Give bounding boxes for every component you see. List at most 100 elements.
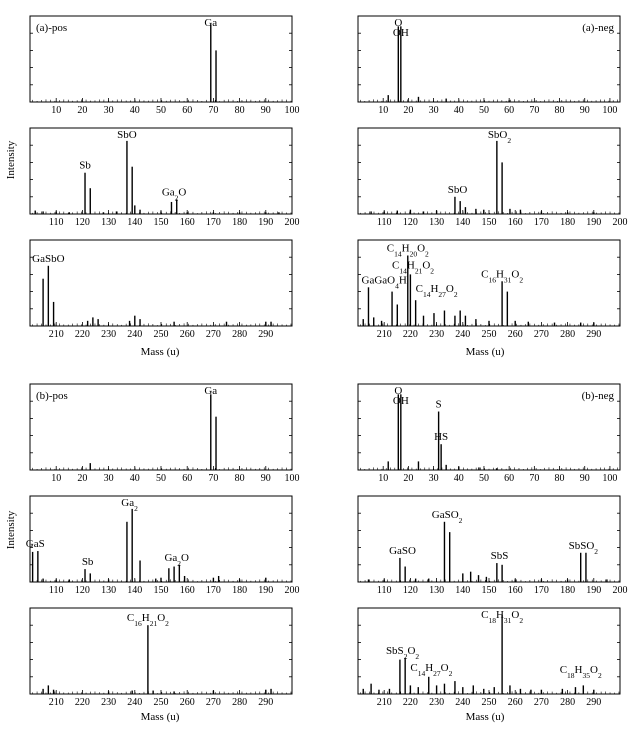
peak-label: Ga xyxy=(204,385,217,397)
x-tick-label: 230 xyxy=(429,329,444,340)
x-tick-label: 250 xyxy=(154,697,169,708)
x-tick-label: 70 xyxy=(208,473,218,484)
x-tick-label: 200 xyxy=(613,217,628,228)
x-tick-label: 180 xyxy=(232,217,247,228)
spectrum-panel-b-pos-2: 110 120 130 140 150 160 170 180 190 200 GaS Sb Ga2 Ga… xyxy=(26,495,300,596)
x-tick-label: 120 xyxy=(403,217,418,228)
x-tick-label: 30 xyxy=(429,473,439,484)
x-tick-label: 60 xyxy=(504,105,514,116)
x-tick-label: 290 xyxy=(258,697,273,708)
x-tick-label: 160 xyxy=(508,585,523,596)
spectrum-panel-b-pos-3: 210 220 230 240 250 260 270 280 290 C16H21O2 xyxy=(29,607,293,708)
x-tick-label: 120 xyxy=(403,585,418,596)
peak-label: C14H20O2 xyxy=(387,242,429,257)
x-tick-label: 210 xyxy=(377,697,392,708)
peak-label: GaSbO xyxy=(32,253,64,265)
x-tick-label: 160 xyxy=(180,217,195,228)
peak-label: Sb xyxy=(79,160,91,172)
x-tick-label: 290 xyxy=(586,329,601,340)
x-tick-label: 40 xyxy=(130,473,140,484)
x-tick-label: 90 xyxy=(261,105,271,116)
x-tick-label: 110 xyxy=(49,217,64,228)
x-tick-label: 110 xyxy=(49,585,64,596)
x-tick-label: 10 xyxy=(378,473,388,484)
peak-label: SbS2O2 xyxy=(386,645,419,661)
spectrum-panel-b-neg-1: 10 20 30 40 50 60 70 80 90 100 (b)-neg OOH S HS xyxy=(357,383,621,484)
x-tick-label: 40 xyxy=(130,105,140,116)
x-tick-label: 80 xyxy=(555,473,565,484)
peak-label: O xyxy=(394,385,402,397)
x-tick-label: 70 xyxy=(529,473,539,484)
panel-label: (a)-pos xyxy=(36,22,67,34)
spectrum-panel-a-pos-3: 210 220 230 240 250 260 270 280 290 GaSbO xyxy=(29,239,293,340)
peak-label: Sb xyxy=(82,556,94,568)
x-tick-label: 60 xyxy=(182,105,192,116)
x-tick-label: 170 xyxy=(534,585,549,596)
x-tick-label: 220 xyxy=(75,697,90,708)
x-tick-label: 30 xyxy=(104,105,114,116)
peak-label: C14H21O2 xyxy=(392,260,434,276)
x-tick-label: 40 xyxy=(454,473,464,484)
panel-frame xyxy=(29,495,293,583)
x-tick-label: 10 xyxy=(378,105,388,116)
x-tick-label: 230 xyxy=(101,697,116,708)
x-tick-label: 250 xyxy=(482,329,497,340)
peak-label: Ga2O xyxy=(164,552,189,568)
x-tick-label: 220 xyxy=(75,329,90,340)
x-tick-label: 80 xyxy=(235,105,245,116)
x-tick-label: 150 xyxy=(154,217,169,228)
panel-frame xyxy=(29,15,293,103)
x-tick-label: 30 xyxy=(104,473,114,484)
x-tick-label: 190 xyxy=(258,217,273,228)
x-tick-label: 150 xyxy=(154,585,169,596)
mass-axis-label-b-right: Mass (u) xyxy=(466,711,505,723)
x-tick-label: 160 xyxy=(180,585,195,596)
x-tick-label: 60 xyxy=(182,473,192,484)
x-tick-label: 250 xyxy=(154,329,169,340)
spectrum-panel-a-neg-2: 110 120 130 140 150 160 170 180 190 200 SbO SbO2 xyxy=(357,127,628,228)
peak-label: GaSO xyxy=(389,545,416,557)
x-tick-label: 70 xyxy=(208,105,218,116)
x-tick-label: 180 xyxy=(560,217,575,228)
x-tick-label: 270 xyxy=(206,697,221,708)
peak-label: O xyxy=(394,17,402,29)
peak-label: SbSO2 xyxy=(569,540,599,556)
x-tick-label: 240 xyxy=(127,329,142,340)
peak-label: SbO xyxy=(117,129,137,141)
peak-label: S xyxy=(436,399,442,411)
x-tick-label: 170 xyxy=(206,585,221,596)
mass-axis-label-b-left: Mass (u) xyxy=(141,711,180,723)
spectrum-panel-b-pos-1: 10 20 30 40 50 60 70 80 90 100 (b)-pos Ga xyxy=(29,383,300,484)
x-tick-label: 190 xyxy=(258,585,273,596)
x-tick-label: 150 xyxy=(482,217,497,228)
peak-label: SbO xyxy=(448,184,468,196)
peak-label: Ga2O xyxy=(162,186,187,202)
x-tick-label: 270 xyxy=(534,329,549,340)
x-tick-label: 270 xyxy=(206,329,221,340)
x-tick-label: 150 xyxy=(482,585,497,596)
peak-label: C18H31O2 xyxy=(481,609,523,625)
x-tick-label: 50 xyxy=(479,473,489,484)
peak-label: SbO2 xyxy=(488,129,512,145)
x-tick-label: 240 xyxy=(455,329,470,340)
x-tick-label: 20 xyxy=(403,473,413,484)
x-tick-label: 10 xyxy=(51,105,61,116)
x-tick-label: 200 xyxy=(285,217,300,228)
x-tick-label: 210 xyxy=(377,329,392,340)
spectrum-panel-a-pos-2: 110 120 130 140 150 160 170 180 190 200 Sb SbO Ga2O xyxy=(29,127,300,228)
x-tick-label: 280 xyxy=(560,697,575,708)
peak-label: SbS xyxy=(491,550,509,562)
x-tick-label: 50 xyxy=(156,105,166,116)
panel-label: (a)-neg xyxy=(582,22,614,34)
x-tick-label: 60 xyxy=(504,473,514,484)
x-tick-label: 280 xyxy=(232,329,247,340)
peak-label: OH xyxy=(393,395,409,407)
x-tick-label: 90 xyxy=(261,473,271,484)
x-tick-label: 180 xyxy=(560,585,575,596)
x-tick-label: 280 xyxy=(560,329,575,340)
x-tick-label: 240 xyxy=(127,697,142,708)
x-tick-label: 120 xyxy=(75,585,90,596)
x-tick-label: 160 xyxy=(508,217,523,228)
x-tick-label: 20 xyxy=(77,105,87,116)
x-tick-label: 100 xyxy=(602,105,617,116)
